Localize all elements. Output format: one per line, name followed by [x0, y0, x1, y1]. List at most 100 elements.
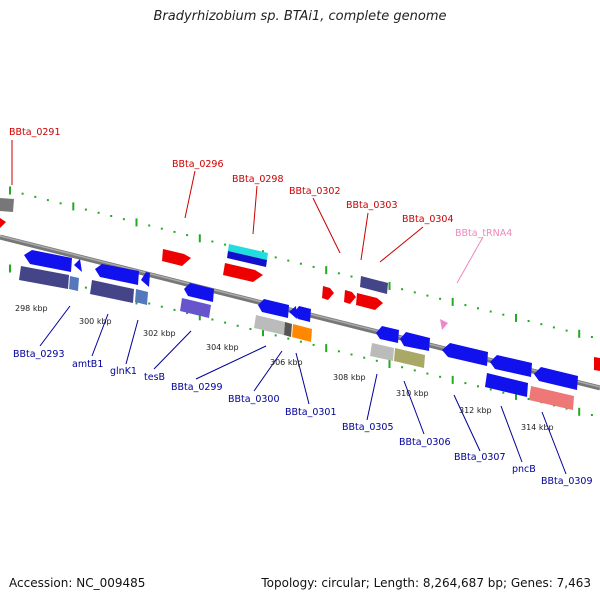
gene-label[interactable]: BBta_0302 [289, 186, 341, 197]
gene-feature[interactable] [24, 250, 72, 272]
major-tick [515, 313, 517, 322]
gene-label[interactable]: BBta_0293 [13, 349, 65, 360]
gene-feature[interactable] [69, 276, 79, 291]
minor-tick [224, 321, 227, 324]
gene-feature[interactable] [0, 198, 14, 212]
gene-label[interactable]: tesB [144, 372, 165, 383]
minor-tick [148, 224, 151, 227]
gene-feature[interactable] [360, 276, 388, 294]
major-tick [72, 202, 75, 211]
gene-label[interactable]: BBta_0303 [346, 200, 398, 211]
scale-label: 302 kbp [143, 329, 176, 338]
gene-label[interactable]: BBta_0309 [541, 476, 593, 487]
gene-label[interactable]: BBta_0291 [9, 127, 61, 138]
minor-tick [224, 243, 227, 246]
gene-feature[interactable] [135, 289, 148, 305]
major-tick [198, 234, 201, 243]
major-tick [198, 312, 201, 321]
trna-feature[interactable] [440, 319, 448, 330]
minor-tick [464, 304, 467, 307]
gene-feature[interactable] [442, 343, 488, 366]
gene-feature[interactable] [529, 386, 574, 410]
minor-tick [350, 353, 353, 356]
gene-feature[interactable] [227, 251, 267, 267]
minor-tick [160, 305, 163, 308]
gene-feature[interactable] [394, 348, 425, 368]
scale-label: 314 kbp [521, 423, 554, 432]
gene-feature[interactable] [0, 218, 6, 228]
minor-tick [350, 275, 353, 278]
gene-label[interactable]: BBta_0301 [285, 407, 337, 418]
minor-tick [527, 320, 530, 322]
gene-feature[interactable] [376, 326, 399, 343]
gene-label[interactable]: glnK1 [110, 366, 137, 377]
gene-feature[interactable] [223, 263, 263, 282]
gene-label[interactable]: BBta_0305 [342, 422, 394, 433]
minor-tick [565, 407, 568, 410]
gene-feature[interactable] [370, 343, 394, 361]
minor-tick [110, 215, 113, 217]
gene-feature[interactable] [594, 357, 600, 371]
gene-feature[interactable] [254, 315, 285, 335]
gene-feature[interactable] [356, 293, 383, 310]
minor-tick [122, 218, 125, 221]
gene-feature[interactable] [141, 272, 150, 287]
gene-feature[interactable] [95, 264, 139, 285]
gene-feature[interactable] [180, 298, 211, 318]
minor-tick [413, 291, 416, 294]
gene-feature[interactable] [258, 299, 289, 318]
minor-tick [426, 294, 429, 297]
minor-tick [249, 328, 252, 330]
minor-tick [464, 382, 467, 385]
gene-feature[interactable] [485, 373, 528, 397]
gene-feature[interactable] [184, 283, 214, 302]
accession-text: Accession: NC_009485 [9, 576, 146, 590]
gene-label[interactable]: BBta_0300 [228, 394, 280, 405]
gene-label[interactable]: amtB1 [72, 359, 103, 370]
gene-feature[interactable] [294, 306, 311, 322]
minor-tick [413, 369, 416, 372]
gene-label[interactable]: BBta_0299 [171, 382, 223, 393]
major-tick [515, 391, 517, 400]
gene-feature[interactable] [534, 367, 578, 390]
gene-feature[interactable] [400, 332, 430, 351]
gene-feature[interactable] [19, 266, 69, 289]
minor-tick [363, 356, 366, 359]
gene-feature[interactable] [162, 249, 191, 266]
minor-tick [426, 372, 429, 375]
gene-label[interactable]: BBta_0298 [232, 174, 284, 185]
gene-label[interactable]: BBta_0304 [402, 214, 454, 225]
gene-feature[interactable] [74, 259, 82, 272]
gene-label[interactable]: BBta_tRNA4 [455, 228, 512, 239]
major-tick [135, 218, 138, 227]
minor-tick [299, 340, 302, 343]
minor-tick [439, 375, 442, 378]
gene-label[interactable]: BBta_0306 [399, 437, 451, 448]
gene-feature[interactable] [289, 306, 297, 319]
minor-tick [59, 202, 62, 205]
minor-tick [236, 324, 239, 327]
gene-feature[interactable] [292, 324, 312, 342]
minor-tick [590, 414, 593, 416]
gene-feature[interactable] [284, 322, 292, 337]
minor-tick [502, 313, 505, 316]
minor-tick [287, 259, 290, 262]
minor-tick [186, 312, 189, 315]
gene-feature[interactable] [344, 290, 356, 304]
major-tick [325, 266, 328, 275]
gene-feature[interactable] [90, 280, 134, 303]
minor-tick [565, 329, 568, 332]
major-tick [9, 186, 11, 195]
minor-tick [527, 398, 530, 400]
gene-label[interactable]: BBta_0296 [172, 159, 224, 170]
scale-label: 298 kbp [15, 304, 48, 313]
gene-feature[interactable] [490, 355, 532, 377]
scale-label: 304 kbp [206, 343, 239, 352]
gene-label[interactable]: pncB [512, 464, 536, 475]
gene-label[interactable]: BBta_0307 [454, 452, 506, 463]
minor-tick [287, 337, 290, 340]
major-tick [9, 264, 11, 273]
gene-feature[interactable] [322, 286, 334, 300]
gene-feature[interactable] [228, 244, 268, 260]
